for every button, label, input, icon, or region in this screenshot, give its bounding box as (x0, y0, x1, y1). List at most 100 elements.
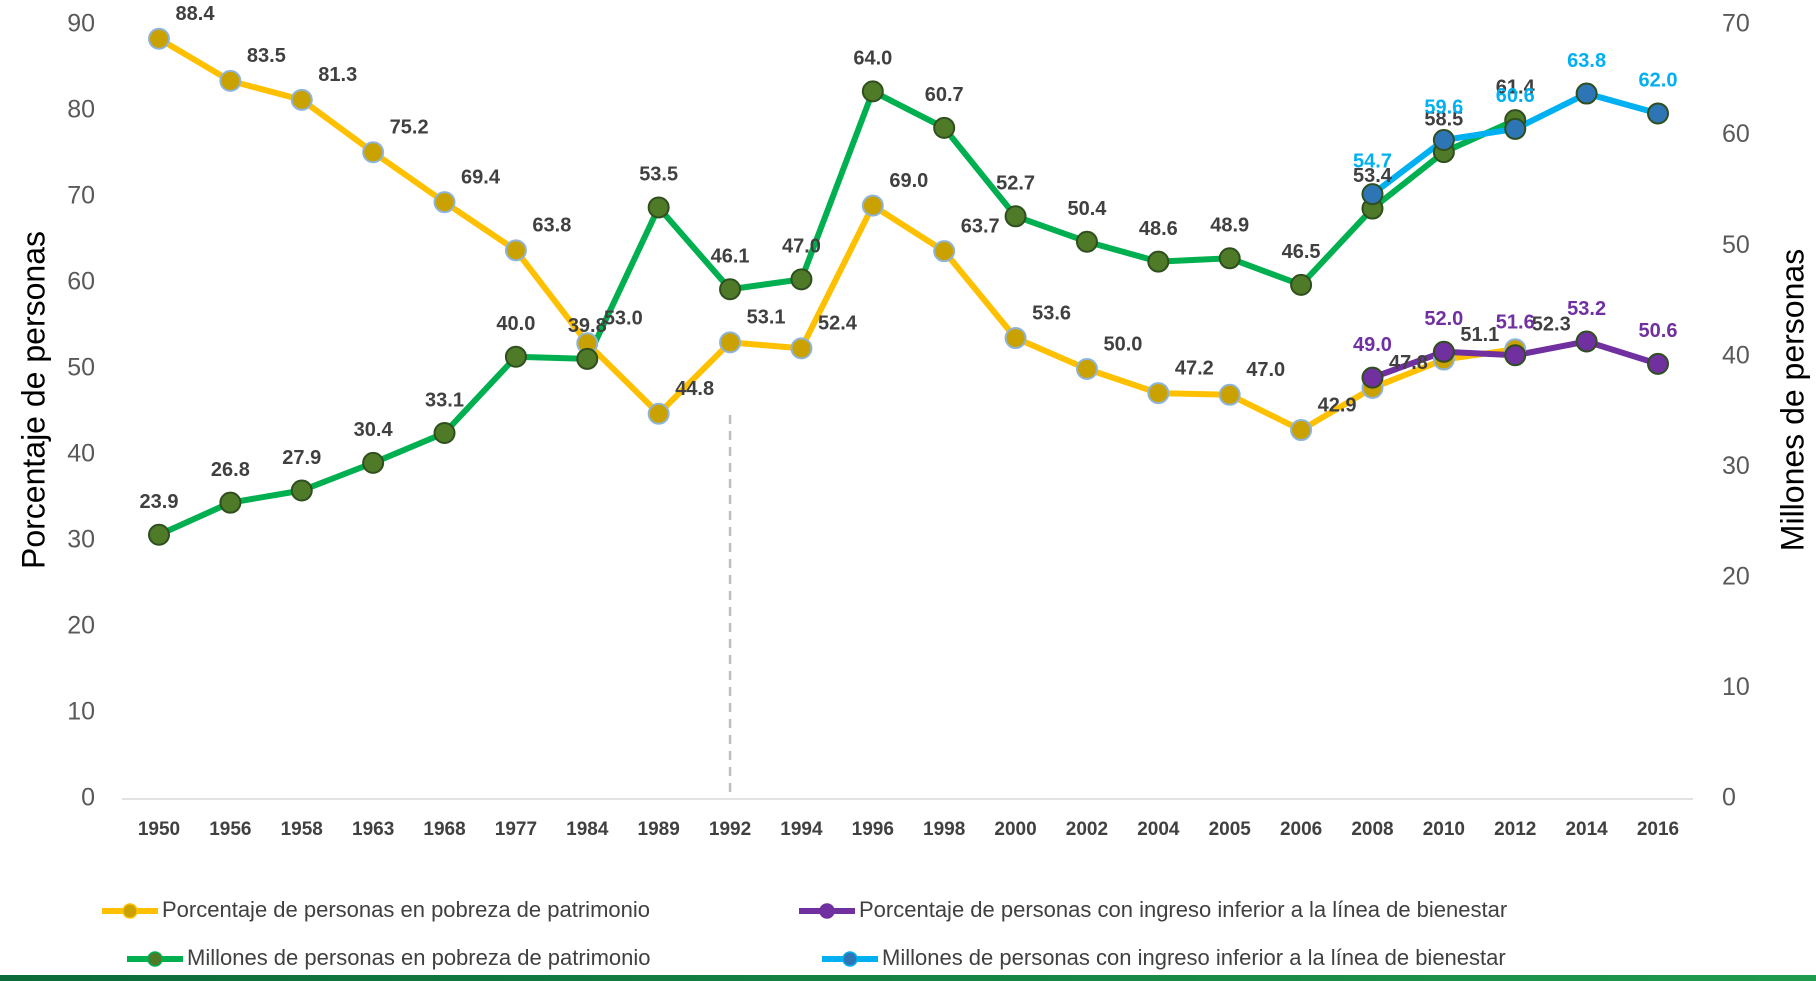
marker (290, 479, 313, 502)
marker (1575, 82, 1598, 105)
data-label: 44.8 (675, 378, 714, 400)
y-tick-label: 90 (67, 10, 95, 38)
marker (1361, 183, 1384, 206)
marker (1290, 419, 1313, 442)
data-label: 54.7 (1353, 150, 1392, 172)
marker (719, 278, 742, 301)
data-label: 52.4 (818, 313, 858, 335)
y2-tick-label: 20 (1722, 562, 1750, 590)
y2-tick-label: 0 (1722, 784, 1736, 812)
legend-marker (842, 951, 858, 967)
data-label: 47.8 (1389, 352, 1428, 374)
data-label: 53.2 (1567, 298, 1606, 320)
data-label: 81.3 (318, 64, 357, 86)
series-line (1370, 90, 1659, 197)
data-label: 26.8 (211, 459, 250, 481)
data-label: 53.6 (1032, 302, 1071, 324)
data-label: 50.4 (1067, 198, 1107, 220)
marker (1647, 352, 1669, 375)
x-tick-label: 2008 (1351, 819, 1393, 840)
marker (1432, 340, 1455, 363)
data-label: 75.2 (390, 117, 429, 139)
marker (219, 69, 242, 92)
marker (1504, 117, 1527, 140)
marker (647, 402, 670, 425)
marker (1147, 382, 1170, 405)
y-tick-label: 80 (67, 96, 95, 124)
marker (1004, 327, 1027, 350)
marker (576, 347, 599, 370)
marker (504, 239, 527, 262)
x-tick-label: 2010 (1423, 819, 1465, 840)
data-label: 69.0 (889, 170, 928, 192)
legend-label: Millones de personas con ingreso inferio… (882, 945, 1506, 970)
marker (148, 523, 170, 546)
y-tick-label: 70 (67, 182, 95, 210)
data-label: 63.7 (961, 215, 1000, 237)
x-tick-label: 1998 (923, 819, 965, 840)
y-tick-label: 20 (67, 612, 95, 640)
y-tick-label: 50 (67, 354, 95, 382)
marker (861, 194, 884, 217)
y-tick-label: 30 (67, 526, 95, 554)
y2-tick-label: 30 (1722, 452, 1750, 480)
data-label: 53.4 (1353, 165, 1393, 187)
x-tick-label: 2014 (1565, 819, 1608, 840)
marker (1290, 273, 1313, 296)
marker (1004, 205, 1027, 228)
x-tick-label: 1958 (281, 819, 323, 840)
y2-tick-label: 10 (1722, 673, 1750, 701)
marker (219, 491, 242, 514)
y-tick-label: 40 (67, 440, 95, 468)
x-tick-label: 1984 (566, 819, 609, 840)
data-label: 48.9 (1210, 215, 1249, 237)
y2-tick-label: 60 (1722, 120, 1750, 148)
data-label: 53.1 (747, 307, 786, 329)
data-label: 61.4 (1496, 76, 1536, 98)
y-tick-label: 10 (67, 698, 95, 726)
y2-tick-label: 40 (1722, 341, 1750, 369)
x-tick-label: 2000 (994, 819, 1036, 840)
bottom-strip (0, 975, 1816, 981)
data-label: 62.0 (1639, 70, 1678, 92)
series-line (157, 36, 1516, 434)
data-label: 49.0 (1353, 334, 1392, 356)
marker (362, 451, 385, 474)
legend-marker (819, 903, 835, 919)
marker (1075, 230, 1098, 253)
legend-label: Millones de personas en pobreza de patri… (187, 945, 651, 970)
data-label: 52.7 (996, 173, 1035, 195)
data-label: 47.0 (1246, 359, 1285, 381)
marker (719, 331, 742, 354)
data-label: 63.8 (1567, 50, 1606, 72)
y2-tick-label: 70 (1722, 10, 1750, 38)
data-label: 52.3 (1532, 314, 1571, 336)
data-label: 51.6 (1496, 312, 1535, 334)
series-line (157, 88, 1517, 538)
data-label: 40.0 (496, 313, 535, 335)
legend-label: Porcentaje de personas en pobreza de pat… (162, 897, 650, 922)
marker (1504, 344, 1527, 367)
marker (1218, 247, 1241, 270)
data-label: 46.1 (711, 246, 750, 268)
marker (933, 240, 956, 263)
x-tick-label: 2006 (1280, 819, 1322, 840)
legend-marker (122, 903, 138, 919)
data-label: 69.4 (461, 166, 501, 188)
marker (1575, 330, 1598, 353)
data-label: 47.0 (782, 236, 821, 258)
marker (433, 422, 456, 445)
data-label: 23.9 (140, 491, 179, 513)
data-label: 42.9 (1318, 394, 1357, 416)
x-tick-label: 1994 (780, 819, 823, 840)
data-label: 46.5 (1282, 241, 1321, 263)
x-tick-label: 2016 (1637, 819, 1679, 840)
y2-axis-title: Millones de personas (1774, 249, 1810, 551)
marker (1218, 383, 1241, 406)
data-label: 88.4 (176, 3, 216, 25)
marker (1361, 366, 1384, 389)
x-tick-label: 2012 (1494, 819, 1536, 840)
x-tick-label: 2002 (1066, 819, 1108, 840)
data-label: 52.0 (1424, 308, 1463, 330)
